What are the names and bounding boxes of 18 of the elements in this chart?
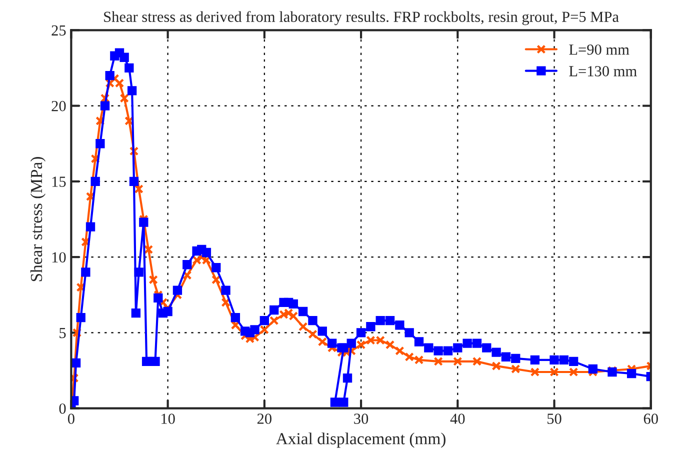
chart-title: Shear stress as derived from laboratory results. FRP rockbolts, resin grout, P=5 MPa	[104, 11, 619, 26]
y-tick-label: 10	[52, 252, 66, 263]
y-axis-title: Shear stress (MPa)	[30, 157, 46, 282]
x-tick-label: 40	[450, 414, 465, 424]
x-axis-title: Axial displacement (mm)	[276, 432, 446, 448]
legend-label: L=130 mm	[569, 66, 637, 76]
x-tick-label: 0	[68, 414, 74, 424]
x-tick-label: 20	[257, 414, 272, 424]
x-tick-label: 10	[162, 414, 175, 424]
legend-label: L=90 mm	[569, 44, 630, 55]
y-tick-label: 15	[52, 176, 66, 187]
y-tick-label: 0	[59, 403, 66, 414]
x-tick-label: 50	[548, 414, 562, 424]
y-tick-label: 20	[52, 100, 66, 112]
y-tick-label: 25	[52, 25, 66, 36]
x-tick-label: 60	[644, 414, 658, 424]
x-tick-label: 30	[354, 414, 368, 424]
y-tick-label: 5	[60, 328, 66, 338]
